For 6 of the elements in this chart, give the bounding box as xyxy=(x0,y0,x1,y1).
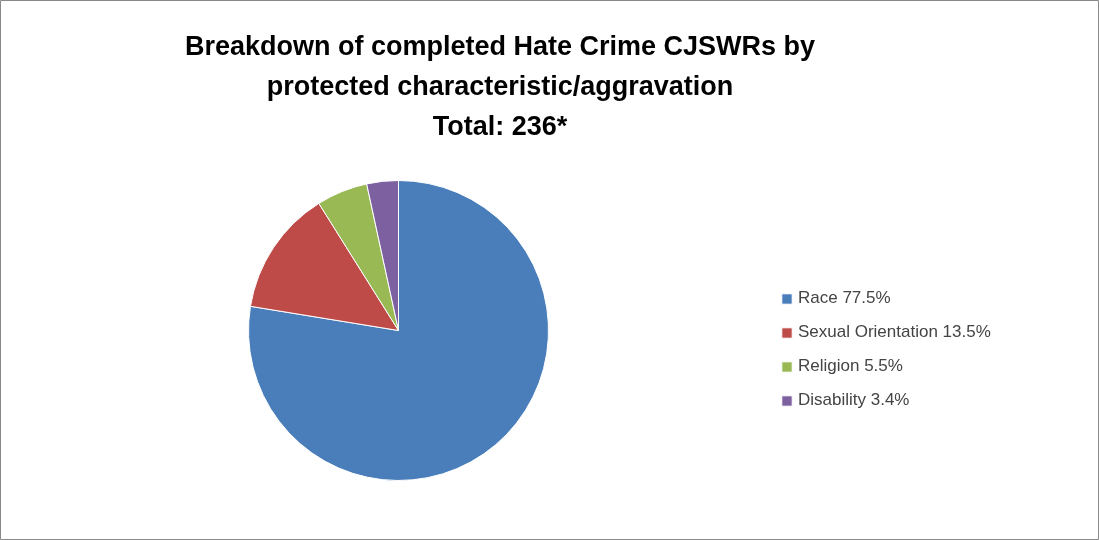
legend-label: Sexual Orientation 13.5% xyxy=(798,322,991,342)
legend-label: Race 77.5% xyxy=(798,288,891,308)
chart-subtitle: Total: 236* xyxy=(432,110,568,141)
legend-label: Disability 3.4% xyxy=(798,390,910,410)
chart-title: Breakdown of completed Hate Crime CJSWRs by protected characteristic/aggravation xyxy=(184,30,816,101)
legend-label: Religion 5.5% xyxy=(798,356,903,376)
